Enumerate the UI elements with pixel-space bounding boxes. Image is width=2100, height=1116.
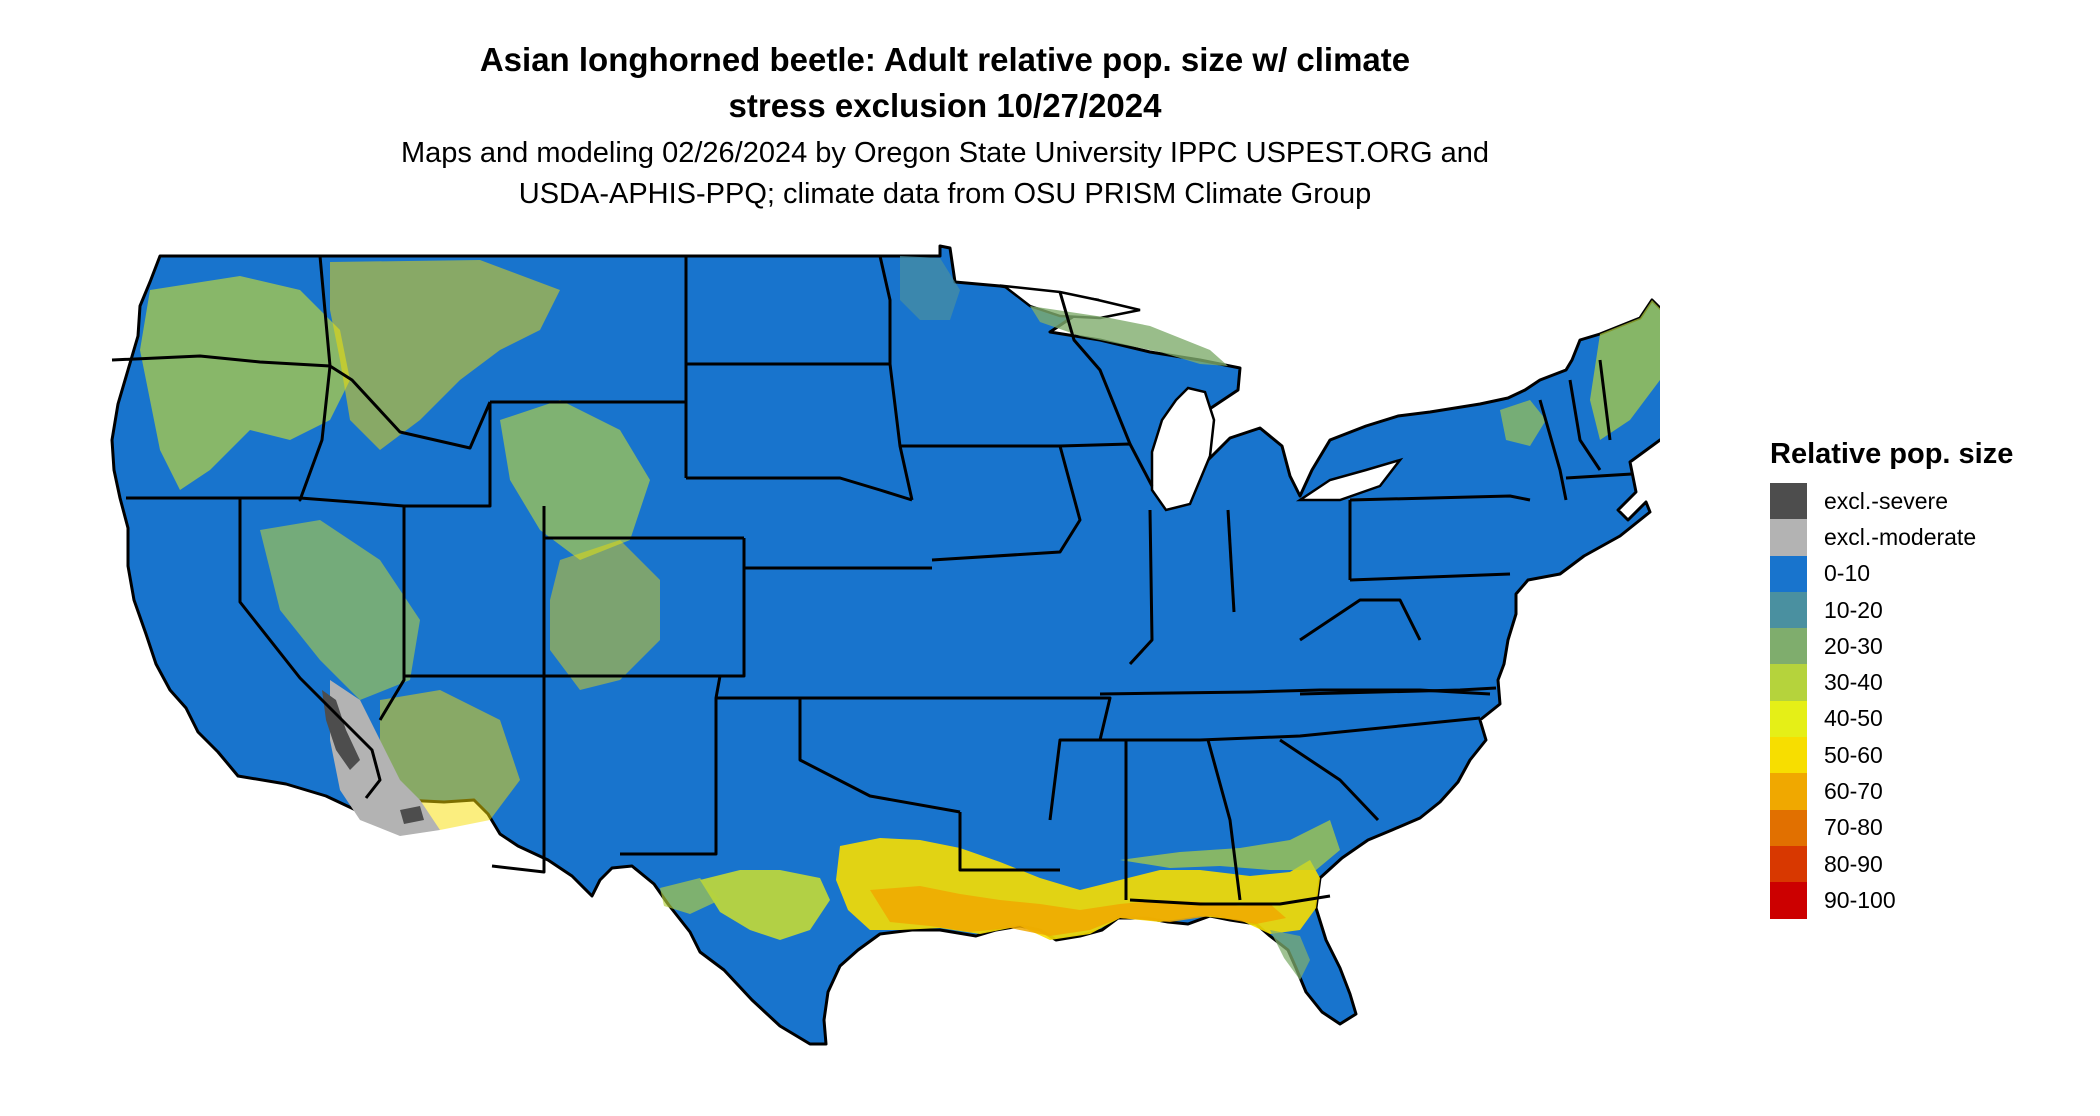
subtitle-line-2: USDA-APHIS-PPQ; climate data from OSU PR… xyxy=(518,178,1372,210)
legend-item: 50-60 xyxy=(1770,737,2013,774)
border-ia-mo xyxy=(900,444,1082,562)
border-id-mt xyxy=(318,255,492,450)
great-basin-yellow xyxy=(260,520,420,700)
legend-label: 30-40 xyxy=(1824,669,1883,696)
legend-swatch xyxy=(1770,737,1807,774)
legend-swatch xyxy=(1770,664,1807,701)
border-wa-or xyxy=(111,354,331,368)
legend-swatch xyxy=(1770,773,1807,810)
southeast-band-green xyxy=(1120,820,1340,870)
border-ga-fl xyxy=(1129,894,1331,906)
legend-title: Relative pop. size xyxy=(1770,438,2014,470)
border-va-wv xyxy=(1299,598,1422,642)
legend-label: 80-90 xyxy=(1824,850,1883,877)
legend-item: 70-80 xyxy=(1770,809,2013,846)
border-mn-west xyxy=(878,255,914,501)
border-ga-sc xyxy=(1279,738,1380,822)
legend-swatch xyxy=(1770,809,1807,846)
wyoming-ranges-yellow xyxy=(500,400,650,560)
legend-swatch xyxy=(1770,882,1807,919)
southeast-band-orange xyxy=(870,886,1286,936)
legend-label: 10-20 xyxy=(1824,596,1883,623)
border-ny-ne xyxy=(1538,399,1568,501)
northern-rockies-yellow xyxy=(330,260,560,450)
excl-moderate-zone xyxy=(330,680,440,836)
map-title: Asian longhorned beetle: Adult relative … xyxy=(0,37,1890,129)
legend-item: 40-50 xyxy=(1770,700,2013,738)
border-ca-nv xyxy=(238,498,382,799)
legend-item: 20-30 xyxy=(1770,628,2013,665)
legend-swatch xyxy=(1770,628,1807,665)
legend-label: excl.-moderate xyxy=(1824,523,1977,550)
legend-item: 10-20 xyxy=(1770,591,2013,629)
legend-swatch xyxy=(1770,700,1807,738)
map-subtitle: Maps and modeling 02/26/2024 by Oregon S… xyxy=(0,133,1890,215)
legend-label: excl.-severe xyxy=(1824,487,1948,514)
border-sd-ne xyxy=(686,476,913,502)
excl-severe-spot xyxy=(400,806,424,824)
legend-item: 80-90 xyxy=(1770,845,2013,883)
suitability-overlays xyxy=(140,256,1660,980)
border-ar-la xyxy=(958,812,1060,872)
border-il-in xyxy=(1128,509,1154,666)
legend-item: 90-100 xyxy=(1770,882,2013,919)
lake-erie-shore xyxy=(1295,457,1404,502)
colorado-ranges-yellow xyxy=(550,540,660,690)
legend-swatch xyxy=(1770,519,1807,556)
border-vt-nh xyxy=(1568,379,1602,471)
legend-swatch xyxy=(1770,845,1807,883)
title-line-2: stress exclusion 10/27/2024 xyxy=(728,87,1162,124)
northern-mn-teal xyxy=(900,256,960,320)
legend-label: 0-10 xyxy=(1824,560,1871,587)
border-id-wy xyxy=(299,402,492,508)
border-mi-wi xyxy=(1058,291,1132,445)
subtitle-line-1: Maps and modeling 02/26/2024 by Oregon S… xyxy=(400,137,1490,169)
florida-green xyxy=(1270,930,1310,980)
legend-label: 70-80 xyxy=(1824,814,1883,841)
legend-item: 30-40 xyxy=(1770,664,2013,701)
legend-item: 60-70 xyxy=(1770,773,2013,810)
border-pa-ny xyxy=(1349,494,1531,502)
legend-item: excl.-severe xyxy=(1770,483,2013,520)
border-pa-south xyxy=(1349,572,1511,582)
legend-label: 60-70 xyxy=(1824,778,1883,805)
border-ok-tx xyxy=(716,696,961,814)
border-az-nm xyxy=(491,676,546,874)
title-line-1: Asian longhorned beetle: Adult relative … xyxy=(479,41,1411,78)
adirondacks-green xyxy=(1500,400,1546,446)
legend-item: excl.-moderate xyxy=(1770,519,2013,556)
border-tn-south xyxy=(1060,716,1481,742)
legend-label: 20-30 xyxy=(1824,632,1883,659)
lake-michigan xyxy=(1150,386,1216,512)
legend-swatch xyxy=(1770,483,1807,520)
border-ma-ct xyxy=(1565,472,1633,480)
new-england-green xyxy=(1590,300,1660,440)
legend-item: 0-10 xyxy=(1770,555,2013,592)
border-in-oh xyxy=(1226,509,1236,613)
legend-label: 90-100 xyxy=(1824,886,1896,913)
border-va-nc xyxy=(1299,686,1497,696)
legend-items: excl.-severe excl.-moderate 0-10 10-20 2… xyxy=(1770,483,2013,919)
legend-swatch xyxy=(1770,591,1807,629)
legend-label: 40-50 xyxy=(1824,705,1883,732)
legend-label: 50-60 xyxy=(1824,741,1883,768)
northwest-mountains-yellow xyxy=(140,276,350,490)
state-borders xyxy=(111,255,1633,906)
conus-map xyxy=(110,244,1660,1046)
border-nv-ut-az xyxy=(378,506,406,721)
legend-swatch xyxy=(1770,555,1807,592)
lake-superior-green xyxy=(1030,306,1228,366)
border-nh-me xyxy=(1598,359,1612,441)
legend: Relative pop. size excl.-severe excl.-mo… xyxy=(1770,438,2013,919)
border-al-ga xyxy=(1206,739,1242,901)
texas-west-green xyxy=(660,878,720,914)
great-lakes xyxy=(999,284,1404,512)
texas-gulf-yellow xyxy=(700,870,830,940)
